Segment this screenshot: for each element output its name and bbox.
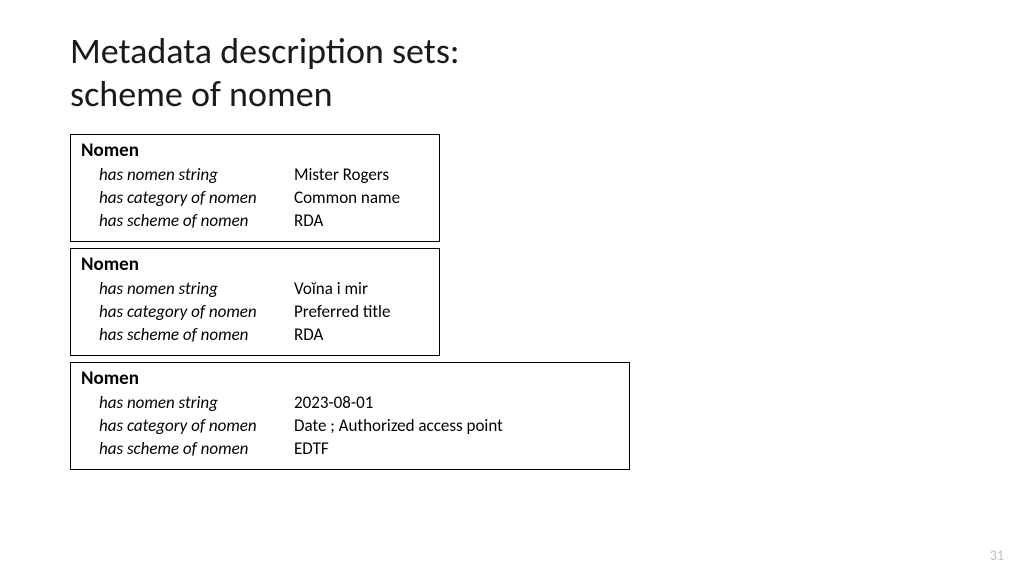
table-row: has nomen string Voĭna i mir	[81, 278, 429, 301]
row-label: has category of nomen	[99, 187, 294, 210]
row-value: Date ; Authorized access point	[294, 415, 619, 438]
row-label: has nomen string	[99, 392, 294, 415]
nomen-box-1: Nomen has nomen string Mister Rogers has…	[70, 134, 440, 242]
row-label: has scheme of nomen	[99, 210, 294, 233]
row-label: has scheme of nomen	[99, 324, 294, 347]
title-line-2: scheme of nomen	[70, 72, 333, 116]
row-value: Common name	[294, 187, 429, 210]
table-row: has category of nomen Common name	[81, 187, 429, 210]
box-heading: Nomen	[81, 367, 619, 390]
page-number: 31	[990, 547, 1004, 564]
row-value: Mister Rogers	[294, 164, 429, 187]
table-row: has scheme of nomen RDA	[81, 324, 429, 347]
row-value: Voĭna i mir	[294, 278, 429, 301]
table-row: has category of nomen Preferred title	[81, 301, 429, 324]
table-row: has scheme of nomen RDA	[81, 210, 429, 233]
row-label: has nomen string	[99, 278, 294, 301]
row-label: has nomen string	[99, 164, 294, 187]
row-value: RDA	[294, 210, 429, 233]
nomen-box-2: Nomen has nomen string Voĭna i mir has c…	[70, 248, 440, 356]
row-value: EDTF	[294, 438, 619, 461]
row-label: has category of nomen	[99, 415, 294, 438]
table-row: has nomen string 2023-08-01	[81, 392, 619, 415]
table-row: has category of nomen Date ; Authorized …	[81, 415, 619, 438]
row-label: has scheme of nomen	[99, 438, 294, 461]
box-heading: Nomen	[81, 139, 429, 162]
table-row: has nomen string Mister Rogers	[81, 164, 429, 187]
row-value: Preferred title	[294, 301, 429, 324]
row-value: RDA	[294, 324, 429, 347]
row-value: 2023-08-01	[294, 392, 619, 415]
slide: Metadata description sets: scheme of nom…	[0, 0, 1024, 576]
row-label: has category of nomen	[99, 301, 294, 324]
box-heading: Nomen	[81, 253, 429, 276]
table-row: has scheme of nomen EDTF	[81, 438, 619, 461]
title-line-1: Metadata description sets:	[70, 29, 460, 73]
slide-title: Metadata description sets: scheme of nom…	[70, 30, 954, 116]
nomen-box-3: Nomen has nomen string 2023-08-01 has ca…	[70, 362, 630, 470]
